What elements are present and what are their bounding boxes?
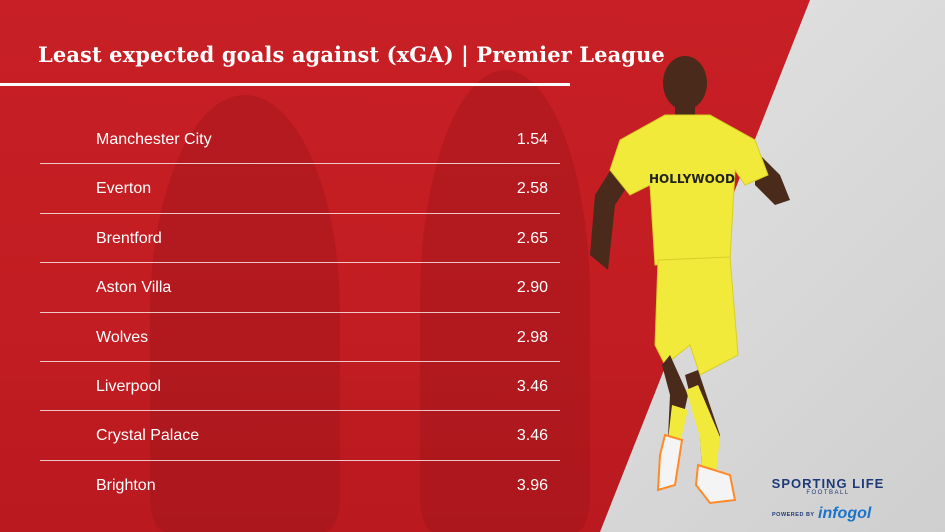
- title-underline: [0, 83, 570, 86]
- xga-table: Manchester City 1.54 Everton 2.58 Brentford 2…: [40, 115, 560, 510]
- team-name: Wolves: [96, 328, 149, 346]
- shirt-sponsor-text: HOLLYWOOD: [649, 172, 735, 186]
- row-divider: [40, 163, 560, 165]
- table-row: Brentford 2.65: [40, 214, 560, 264]
- xga-value: 1.54: [516, 131, 548, 148]
- table-row: Aston Villa 2.90: [40, 263, 560, 313]
- team-name: Brentford: [96, 229, 162, 247]
- chart-title: Least expected goals against (xGA) | Pre…: [38, 42, 665, 67]
- team-name: Crystal Palace: [96, 427, 200, 445]
- table-row: Manchester City 1.54: [40, 115, 560, 165]
- xga-value: 2.98: [516, 328, 548, 346]
- xga-value: 3.46: [516, 377, 548, 395]
- team-name: Liverpool: [96, 377, 161, 395]
- brand-primary: SPORTING LIFE: [771, 476, 885, 491]
- team-name: Manchester City: [96, 131, 212, 148]
- row-divider: [40, 212, 560, 214]
- row-divider: [40, 311, 560, 313]
- table-row: Brighton 3.96: [40, 461, 560, 510]
- xga-value: 2.65: [516, 229, 548, 247]
- sporting-life-logo: SPORTING LIFE FOOTBALL POWERED BY infogo…: [758, 476, 898, 522]
- team-name: Aston Villa: [96, 279, 172, 297]
- row-divider: [40, 262, 560, 264]
- xga-value: 3.96: [516, 476, 548, 494]
- team-name: Brighton: [96, 476, 156, 494]
- row-divider: [40, 459, 560, 461]
- infogol-logo: infogol: [818, 505, 872, 522]
- row-divider: [40, 410, 560, 412]
- player-illustration: HOLLYWOOD: [590, 56, 790, 505]
- faded-player-left: [150, 95, 340, 532]
- xga-value: 2.90: [516, 279, 548, 297]
- table-row: Crystal Palace 3.46: [40, 411, 560, 461]
- table-row: Wolves 2.98: [40, 313, 560, 362]
- team-name: Everton: [96, 180, 152, 198]
- xga-value: 2.58: [516, 180, 548, 198]
- xga-value: 3.46: [516, 427, 548, 445]
- faded-player-center: [420, 70, 590, 532]
- table-row: Liverpool 3.46: [40, 362, 560, 412]
- row-divider: [40, 360, 560, 362]
- table-row: Everton 2.58: [40, 164, 560, 214]
- powered-by-text: POWERED BY: [772, 512, 815, 518]
- brand-secondary: FOOTBALL: [806, 490, 850, 496]
